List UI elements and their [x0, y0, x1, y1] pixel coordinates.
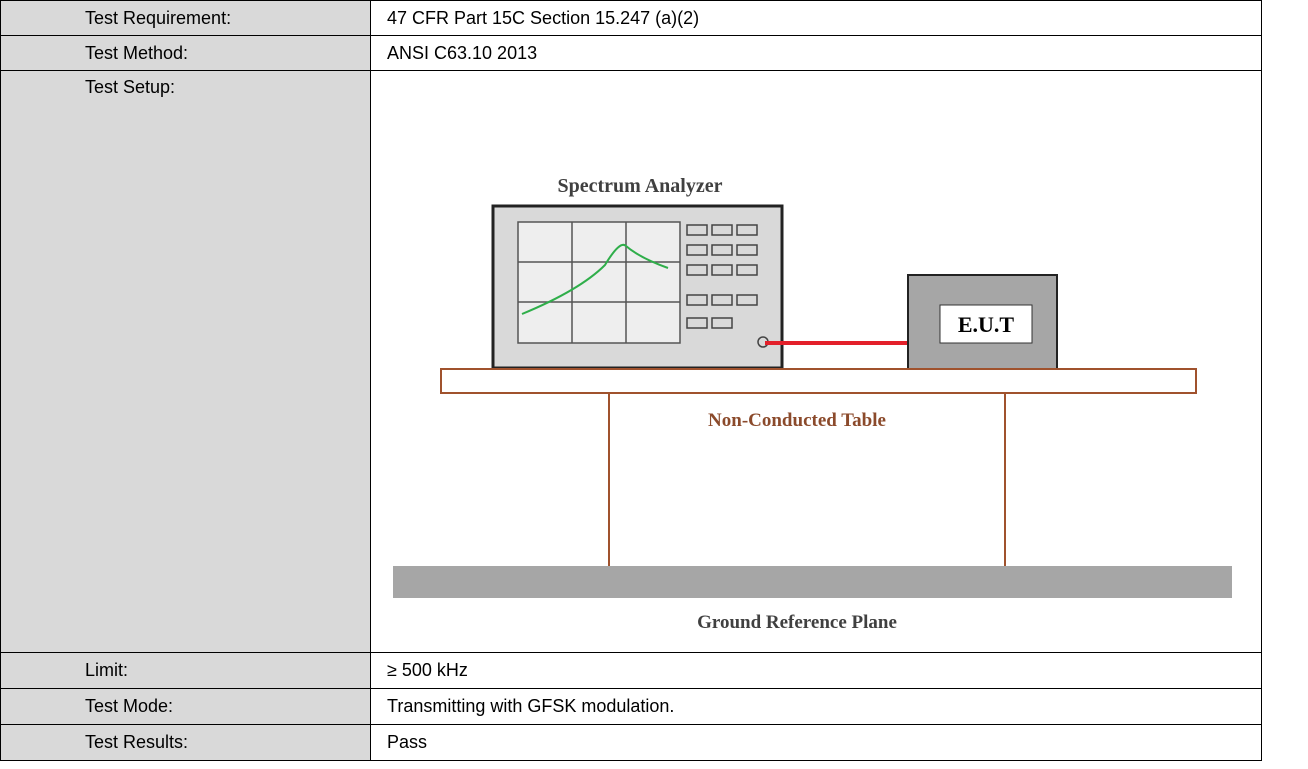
- row-label: Test Method:: [0, 35, 371, 71]
- row-label: Test Setup:: [0, 70, 371, 653]
- row-value: Pass: [370, 724, 1262, 761]
- row-label: Test Results:: [0, 724, 371, 761]
- table-row: Test Results: Pass: [0, 724, 1262, 761]
- ground-label: Ground Reference Plane: [697, 612, 897, 633]
- row-value: 47 CFR Part 15C Section 15.247 (a)(2): [370, 0, 1262, 36]
- eut-plate: [939, 304, 1033, 344]
- table-row: Test Method: ANSI C63.10 2013: [0, 35, 1262, 71]
- ground-plane: [393, 566, 1232, 598]
- table-row: Test Requirement: 47 CFR Part 15C Section…: [0, 0, 1262, 36]
- row-label: Limit:: [0, 652, 371, 689]
- table-top: [440, 368, 1197, 394]
- row-label: Test Mode:: [0, 688, 371, 725]
- analyzer-buttons: [686, 224, 769, 348]
- analyzer-label: Spectrum Analyzer: [558, 175, 723, 197]
- row-label: Test Requirement:: [0, 0, 371, 36]
- analyzer-screen: [517, 221, 681, 344]
- spectrum-trace: [521, 243, 669, 315]
- table-label: Non-Conducted Table: [708, 410, 886, 431]
- row-value: ≥ 500 kHz: [370, 652, 1262, 689]
- eut-label: E.U.T: [958, 312, 1015, 337]
- table-row: Limit: ≥ 500 kHz: [0, 652, 1262, 689]
